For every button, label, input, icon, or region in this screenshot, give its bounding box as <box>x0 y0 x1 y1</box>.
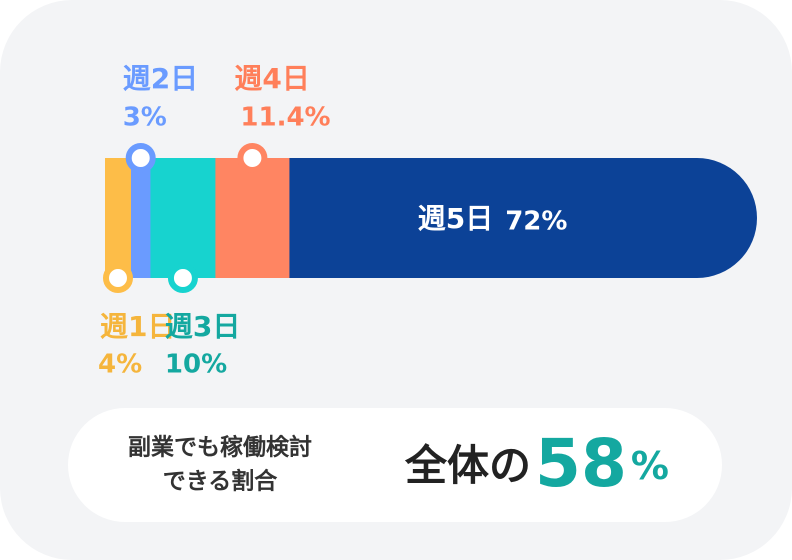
summary-label: 副業でも稼働検討 <box>128 434 312 461</box>
segment-label: 週3日 <box>165 310 240 343</box>
bar-segment <box>130 158 151 278</box>
summary-unit: % <box>631 444 669 488</box>
marker <box>167 263 198 293</box>
segment-label: 週4日 <box>234 62 309 95</box>
bar-segment <box>105 158 132 278</box>
marker <box>237 143 268 173</box>
summary-prefix-text: 全体の <box>404 441 531 490</box>
summary-pill <box>68 408 722 522</box>
value-label: 72% <box>505 207 567 237</box>
bar-segment <box>150 158 216 278</box>
summary-prefix: 全体の58% <box>404 425 669 502</box>
segment-label: 週2日 <box>123 62 198 95</box>
bar-segment <box>215 158 290 278</box>
bar-segment <box>289 158 757 278</box>
segment-label: 週1日 <box>100 310 175 343</box>
value-label: 3% <box>123 103 167 133</box>
marker <box>102 263 133 293</box>
value-label: 4% <box>98 350 142 380</box>
summary-value: 58 <box>535 425 627 502</box>
value-label: 10% <box>165 350 227 380</box>
marker <box>125 143 156 173</box>
value-label: 11.4% <box>240 103 330 133</box>
segment-label: 週5日 <box>418 202 493 235</box>
summary-label: できる割合 <box>163 468 279 495</box>
